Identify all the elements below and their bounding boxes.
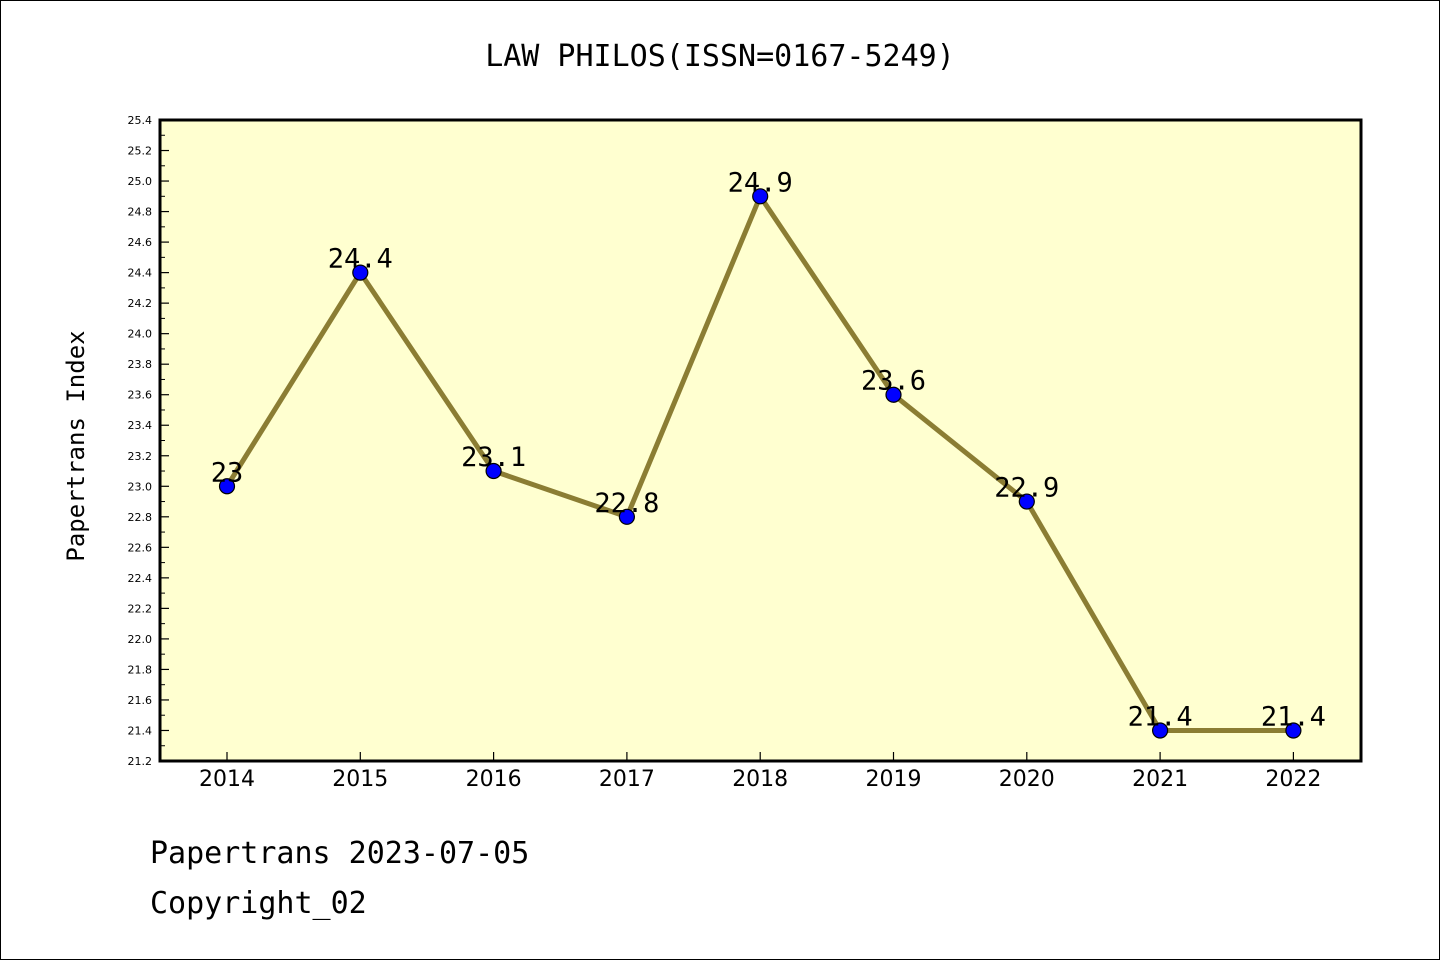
data-label: 22.9: [994, 473, 1059, 504]
y-tick-label: 22.4: [128, 572, 153, 585]
data-label: 22.8: [594, 488, 659, 519]
y-tick-label: 21.8: [128, 663, 153, 676]
y-tick-label: 24.0: [128, 328, 153, 341]
y-tick-label: 24.4: [128, 267, 153, 280]
y-tick-label: 21.2: [128, 755, 153, 768]
y-tick-label: 22.6: [128, 541, 153, 554]
y-tick-label: 21.6: [128, 694, 153, 707]
y-tick-label: 22.8: [128, 511, 153, 524]
data-label: 23.6: [861, 366, 926, 397]
y-tick-label: 24.2: [128, 297, 153, 310]
y-tick-label: 24.6: [128, 236, 153, 249]
y-tick-label: 22.2: [128, 602, 153, 615]
y-tick-label: 23.2: [128, 450, 153, 463]
data-label: 24.9: [728, 167, 793, 198]
y-tick-label: 21.4: [128, 724, 153, 737]
data-point: [352, 264, 369, 281]
y-tick-label: 25.0: [128, 175, 153, 188]
x-tick-label: 2018: [732, 767, 788, 792]
data-label: 23.1: [461, 442, 526, 473]
x-axis-ticks: 2014 2015 2016 2017 2018 2019 2020 2021 2022: [199, 752, 1321, 792]
y-tick-label: 24.8: [128, 206, 153, 219]
y-tick-label: 23.4: [128, 419, 153, 432]
data-point: [618, 508, 636, 525]
y-tick-label: 25.4: [128, 114, 153, 127]
chart-title: LAW PHILOS(ISSN=0167-5249): [485, 39, 955, 74]
y-tick-label: 23.0: [128, 480, 153, 493]
data-label: 23: [211, 457, 244, 488]
x-tick-label: 2014: [199, 767, 255, 792]
data-point: [1151, 722, 1169, 739]
footer-copyright-text: Copyright_02: [150, 886, 367, 921]
data-point: [485, 462, 502, 480]
data-label: 24.4: [328, 244, 393, 275]
y-axis-label: Papertrans Index: [62, 330, 90, 561]
data-point: [1285, 722, 1302, 739]
x-tick-label: 2017: [599, 767, 655, 792]
y-tick-label: 23.8: [128, 358, 153, 371]
x-tick-label: 2019: [866, 767, 922, 792]
x-tick-label: 2016: [466, 767, 522, 792]
x-tick-label: 2015: [332, 767, 388, 792]
series-group: 23 24.4 23.1 22.8 24.9 23.6 22.9 21.4 21.4: [211, 167, 1326, 739]
y-tick-label: 25.2: [128, 145, 153, 158]
y-tick-label: 22.0: [128, 633, 153, 646]
x-tick-label: 2022: [1265, 767, 1321, 792]
plot-area: [158, 118, 1363, 763]
data-label: 21.4: [1128, 701, 1193, 732]
y-tick-label: 23.6: [128, 389, 153, 402]
data-point: [218, 478, 236, 495]
data-point: [752, 188, 769, 205]
y-axis-ticks: 21.2 21.4 21.6 21.8 22.0 22.2 22.4 22.6 22.8 23.0…: [128, 114, 169, 768]
x-tick-label: 2020: [999, 767, 1055, 792]
data-point: [1018, 493, 1035, 510]
data-point: [885, 386, 902, 403]
data-label: 21.4: [1261, 701, 1326, 732]
footer-date-text: Papertrans 2023-07-05: [150, 836, 530, 871]
x-tick-label: 2021: [1132, 767, 1188, 792]
